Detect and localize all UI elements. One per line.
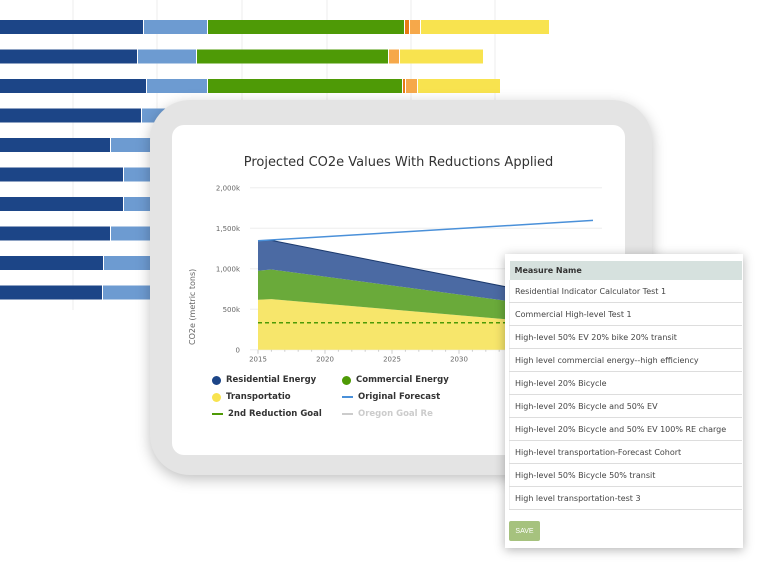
table-row[interactable]: High-level 20% Bicycle and 50% EV	[509, 394, 742, 418]
legend-label: Oregon Goal Re	[358, 409, 433, 419]
bar-segment	[0, 138, 110, 152]
measures-table: Measure Name Residential Indicator Calcu…	[509, 261, 742, 510]
y-tick-label: 500k	[223, 306, 241, 314]
table-row[interactable]: High-level transportation-Forecast Cohor…	[509, 440, 742, 464]
chart-title: Projected CO2e Values With Reductions Ap…	[243, 155, 554, 170]
legend-label: Residential Energy	[226, 375, 317, 385]
bar-segment	[147, 79, 207, 93]
x-tick-label: 2025	[383, 356, 401, 364]
bar-segment	[0, 285, 102, 300]
bar-segment	[405, 20, 409, 34]
table-row[interactable]: High-level 20% Bicycle and 50% EV 100% R…	[509, 417, 742, 441]
dashed-line-icon	[342, 413, 353, 415]
circle-icon	[342, 375, 351, 385]
bar-segment	[208, 20, 404, 34]
column-header-measure-name: Measure Name	[509, 261, 742, 280]
bar-segment	[0, 226, 110, 241]
legend-oregon-goal[interactable]: Oregon Goal Re	[342, 409, 472, 419]
line-original-forecast	[257, 219, 594, 242]
measure-name-cell: High-level 50% EV 20% bike 20% transit	[509, 325, 742, 349]
measure-name-cell: High level transportation-test 3	[509, 486, 742, 510]
measure-name-cell: High-level 20% Bicycle and 50% EV	[509, 394, 742, 418]
y-tick-label: 0	[236, 347, 240, 355]
bar-segment	[197, 49, 388, 64]
y-tick-label: 2,000k	[216, 185, 241, 193]
bar-segment	[208, 79, 402, 93]
measure-name-cell: High-level transportation-Forecast Cohor…	[509, 440, 742, 464]
bar-segment	[144, 20, 207, 34]
legend-commercial[interactable]: Commercial Energy	[342, 375, 472, 385]
bar-segment	[0, 197, 123, 211]
legend-2nd-reduction-goal[interactable]: 2nd Reduction Goal	[212, 409, 342, 419]
x-tick-label: 2020	[316, 356, 334, 364]
legend-row-1: Residential Energy Commercial Energy	[212, 375, 472, 385]
measure-name-cell: High-level 20% Bicycle and 50% EV 100% R…	[509, 417, 742, 441]
x-tick-label: 2015	[249, 356, 267, 364]
bar-segment	[403, 79, 405, 93]
circle-icon	[212, 392, 221, 402]
table-row[interactable]: High-level 20% Bicycle	[509, 371, 742, 395]
bar-segment	[0, 256, 103, 270]
bar-segment	[400, 49, 483, 64]
y-axis-label: CO2e (metric tons)	[188, 268, 197, 345]
bar-segment	[0, 108, 141, 123]
bar-segment	[0, 79, 146, 93]
legend-transportation[interactable]: Transportatio	[212, 392, 342, 402]
save-button[interactable]: SAVE	[509, 521, 540, 541]
measure-name-cell: High level commercial energy--high effic…	[509, 348, 742, 372]
legend-label: 2nd Reduction Goal	[228, 409, 322, 419]
bar-segment	[406, 79, 417, 93]
circle-icon	[212, 375, 221, 385]
measures-panel: Measure Name Residential Indicator Calcu…	[505, 254, 743, 548]
y-tick-label: 1,000k	[216, 266, 241, 274]
legend-label: Commercial Energy	[356, 375, 449, 385]
x-tick-label: 2030	[450, 356, 468, 364]
bar-segment	[421, 20, 549, 34]
bar-segment	[410, 20, 420, 34]
legend-original-forecast[interactable]: Original Forecast	[342, 392, 472, 402]
legend-row-2: Transportatio Original Forecast	[212, 392, 472, 402]
legend-label: Transportatio	[226, 392, 291, 402]
bar-segment	[418, 79, 500, 93]
bar-segment	[138, 49, 196, 64]
bar-segment	[389, 49, 399, 64]
table-row[interactable]: Commercial High-level Test 1	[509, 302, 742, 326]
line-icon	[342, 396, 353, 398]
legend-residential[interactable]: Residential Energy	[212, 375, 342, 385]
measure-name-cell: Residential Indicator Calculator Test 1	[509, 280, 742, 303]
measure-name-cell: High-level 50% Bicycle 50% transit	[509, 463, 742, 487]
measure-name-cell: High-level 20% Bicycle	[509, 371, 742, 395]
table-row[interactable]: Residential Indicator Calculator Test 1	[509, 280, 742, 303]
dashed-line-icon	[212, 413, 223, 415]
table-row[interactable]: High level transportation-test 3	[509, 486, 742, 510]
table-row[interactable]: High-level 50% Bicycle 50% transit	[509, 463, 742, 487]
bar-segment	[0, 167, 123, 182]
legend-label: Original Forecast	[358, 392, 441, 402]
y-tick-label: 1,500k	[216, 225, 241, 233]
bar-segment	[0, 20, 143, 34]
legend-row-3: 2nd Reduction Goal Oregon Goal Re	[212, 409, 472, 419]
table-row[interactable]: High-level 50% EV 20% bike 20% transit	[509, 325, 742, 349]
measure-name-cell: Commercial High-level Test 1	[509, 302, 742, 326]
table-row[interactable]: High level commercial energy--high effic…	[509, 348, 742, 372]
bar-segment	[0, 49, 137, 64]
